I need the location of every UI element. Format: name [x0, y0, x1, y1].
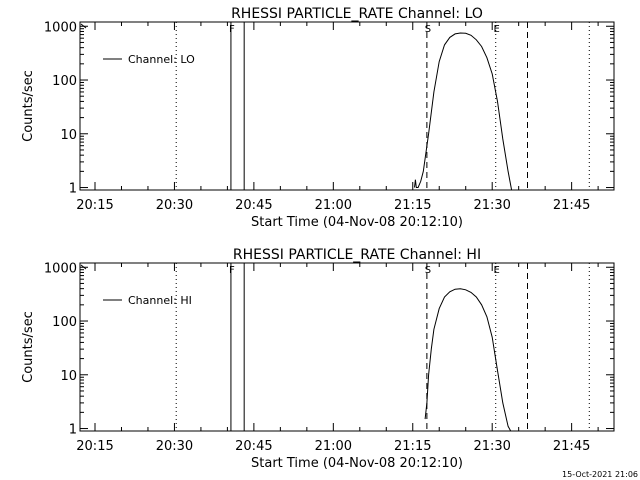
x-tick-label: 21:00 [315, 439, 352, 454]
chart-title: RHESSI PARTICLE_RATE Channel: LO [231, 6, 483, 22]
time-marker-label: F [229, 24, 235, 35]
y-tick-label: 10 [60, 128, 77, 143]
x-tick-label: 20:15 [76, 439, 113, 454]
x-axis-label: Start Time (04-Nov-08 20:12:10) [251, 215, 463, 230]
x-tick-label: 20:15 [76, 198, 113, 213]
edge-mark [80, 264, 87, 270]
time-marker-label: E [494, 24, 500, 35]
time-marker-label: F [229, 265, 235, 276]
legend-label: Channel: HI [128, 294, 192, 307]
x-tick-label: 20:30 [156, 198, 193, 213]
x-tick-label: 21:45 [553, 198, 590, 213]
series-line [414, 32, 513, 191]
time-marker-label: E [494, 265, 500, 276]
time-marker-label: S [425, 24, 431, 35]
time-marker-label: S [425, 265, 431, 276]
y-tick-label: 1 [69, 182, 77, 197]
edge-mark [80, 23, 87, 29]
chart-title: RHESSI PARTICLE_RATE Channel: HI [233, 247, 481, 263]
y-axis-label: Counts/sec [21, 70, 36, 142]
x-tick-label: 21:00 [315, 198, 352, 213]
y-tick-label: 1000 [44, 261, 77, 276]
x-tick-label: 21:30 [473, 439, 510, 454]
plot-frame [79, 262, 615, 432]
y-tick-label: 10 [60, 369, 77, 384]
legend-label: Channel: LO [128, 53, 195, 66]
y-axis-label: Counts/sec [21, 311, 36, 383]
x-tick-label: 21:45 [553, 439, 590, 454]
footer-timestamp: 15-Oct-2021 21:06 [562, 470, 638, 479]
plot-frame [79, 21, 615, 191]
x-axis-label: Start Time (04-Nov-08 20:12:10) [251, 456, 463, 471]
x-tick-label: 21:15 [394, 198, 431, 213]
x-tick-label: 20:30 [156, 439, 193, 454]
x-tick-label: 20:45 [235, 198, 272, 213]
x-tick-label: 20:45 [235, 439, 272, 454]
x-tick-label: 21:30 [473, 198, 510, 213]
y-tick-label: 1 [69, 423, 77, 438]
series-line [424, 288, 512, 432]
y-tick-label: 100 [52, 315, 77, 330]
x-tick-label: 21:15 [394, 439, 431, 454]
y-tick-label: 100 [52, 74, 77, 89]
y-tick-label: 1000 [44, 20, 77, 35]
